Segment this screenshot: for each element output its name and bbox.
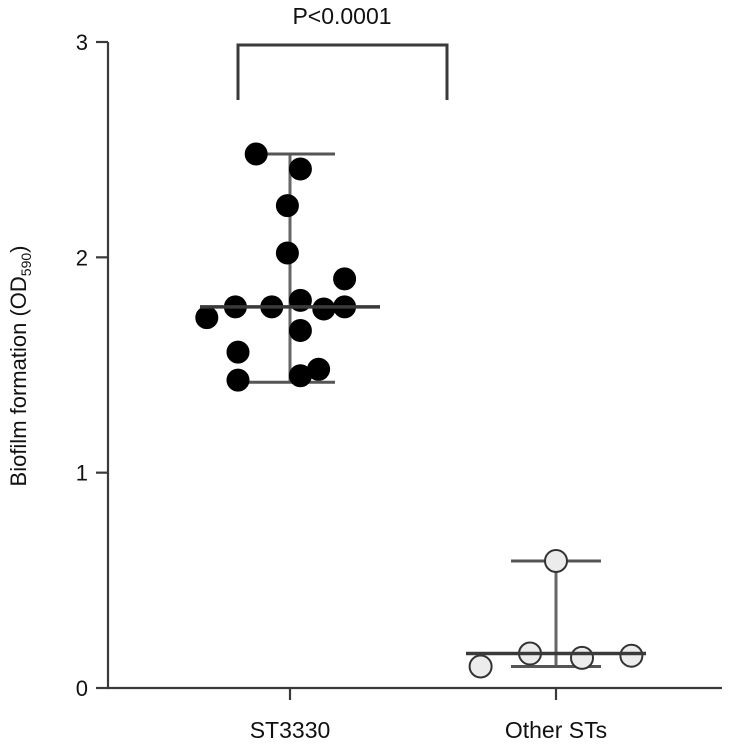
x-ticks: ST3330 Other STs: [250, 688, 607, 743]
y-axis-label-group: Biofilm formation (OD590): [6, 246, 34, 487]
y-tick-label: 0: [76, 676, 88, 701]
group-other-sts: [466, 548, 646, 679]
data-point: [288, 364, 312, 388]
data-point: [619, 643, 644, 668]
y-tick-label: 2: [76, 245, 88, 270]
significance-annotation: P<0.0001: [236, 3, 449, 100]
y-tick-label: 3: [76, 30, 88, 55]
x-category-label: Other STs: [505, 717, 607, 743]
y-tick-label: 1: [76, 461, 88, 486]
significance-label: P<0.0001: [292, 3, 391, 29]
x-category-label: ST3330: [250, 717, 331, 743]
data-point: [275, 194, 299, 218]
group-st3330: [195, 142, 380, 392]
y-axis-label-close: ): [6, 246, 31, 253]
data-point: [333, 267, 357, 291]
y-axis-label: Biofilm formation (OD590): [6, 246, 34, 487]
data-point: [226, 368, 250, 392]
data-groups: [195, 142, 646, 679]
y-axis-label-main: Biofilm formation (OD: [6, 276, 31, 486]
y-ticks: 0 1 2 3: [76, 30, 108, 701]
data-point: [275, 241, 299, 265]
significance-bracket: [236, 43, 449, 100]
data-point: [570, 645, 594, 670]
data-point: [288, 157, 312, 181]
y-axis-label-subscript: 590: [18, 253, 34, 277]
data-point: [244, 142, 268, 166]
data-point: [312, 297, 336, 321]
data-point: [195, 306, 219, 330]
data-point: [468, 654, 493, 679]
data-point: [226, 340, 250, 364]
data-point: [544, 548, 568, 573]
axes: [106, 42, 722, 690]
data-point: [288, 319, 312, 343]
